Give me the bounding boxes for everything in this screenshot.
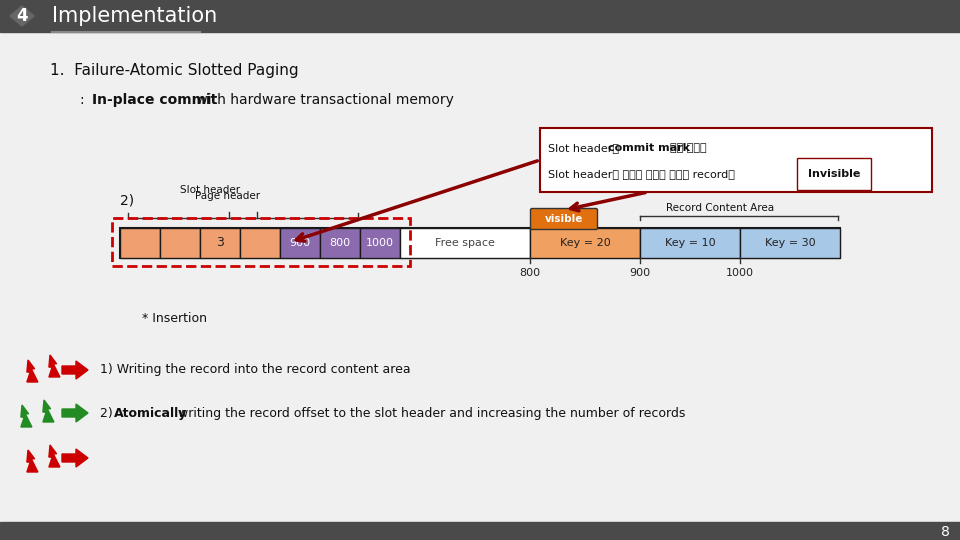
Text: Key = 30: Key = 30 xyxy=(765,238,815,248)
Text: Slot header가: Slot header가 xyxy=(548,143,622,153)
FancyBboxPatch shape xyxy=(531,208,597,230)
Bar xyxy=(240,228,280,258)
Bar xyxy=(400,228,530,258)
Bar xyxy=(540,128,932,192)
Polygon shape xyxy=(62,449,88,467)
Bar xyxy=(0,522,960,540)
Text: Slot header: Slot header xyxy=(180,185,240,195)
Text: Page header: Page header xyxy=(196,191,260,201)
Text: 3: 3 xyxy=(216,237,224,249)
Bar xyxy=(530,228,640,258)
Bar xyxy=(740,228,840,258)
Bar xyxy=(200,228,240,258)
Text: :: : xyxy=(80,93,89,107)
Polygon shape xyxy=(27,360,37,382)
Text: In-place commit: In-place commit xyxy=(92,93,217,107)
Bar xyxy=(360,228,400,258)
Bar xyxy=(0,0,960,32)
Polygon shape xyxy=(62,361,88,379)
Text: * Insertion: * Insertion xyxy=(142,312,207,325)
Bar xyxy=(120,228,160,258)
Text: Record Content Area: Record Content Area xyxy=(666,203,774,213)
Text: 900: 900 xyxy=(630,268,651,278)
Text: Invisible: Invisible xyxy=(808,169,860,179)
Text: commit mark: commit mark xyxy=(608,143,690,153)
Text: Atomically: Atomically xyxy=(114,407,187,420)
Text: Slot header에 쓰이지 않았기 때문에 record는: Slot header에 쓰이지 않았기 때문에 record는 xyxy=(548,169,738,179)
Polygon shape xyxy=(43,400,54,422)
Bar xyxy=(112,218,410,266)
Polygon shape xyxy=(62,404,88,422)
Bar xyxy=(280,228,320,258)
Text: 800: 800 xyxy=(519,268,540,278)
Text: 2): 2) xyxy=(100,407,117,420)
Bar xyxy=(640,228,740,258)
Text: 2): 2) xyxy=(120,193,134,207)
Text: Implementation: Implementation xyxy=(52,6,217,26)
Text: writing the record offset to the slot header and increasing the number of record: writing the record offset to the slot he… xyxy=(174,407,685,420)
Text: Free space: Free space xyxy=(435,238,495,248)
Text: 8: 8 xyxy=(941,525,950,539)
Text: 1.  Failure-Atomic Slotted Paging: 1. Failure-Atomic Slotted Paging xyxy=(50,63,299,78)
Text: 1000: 1000 xyxy=(726,268,754,278)
Text: 1000: 1000 xyxy=(366,238,394,248)
Text: with hardware transactional memory: with hardware transactional memory xyxy=(192,93,454,107)
Bar xyxy=(320,228,360,258)
Polygon shape xyxy=(10,6,34,26)
Polygon shape xyxy=(49,355,60,377)
Text: Key = 20: Key = 20 xyxy=(560,238,611,248)
Text: visible: visible xyxy=(545,214,583,224)
Text: 900: 900 xyxy=(289,238,311,248)
Bar xyxy=(120,228,840,258)
Polygon shape xyxy=(27,450,37,472)
Text: Key = 10: Key = 10 xyxy=(664,238,715,248)
Polygon shape xyxy=(49,445,60,467)
Text: 800: 800 xyxy=(329,238,350,248)
Text: 4: 4 xyxy=(16,7,28,25)
Polygon shape xyxy=(21,405,32,427)
Bar xyxy=(160,228,200,258)
Text: 1) Writing the record into the record content area: 1) Writing the record into the record co… xyxy=(100,363,411,376)
Text: 처럼 사용됨: 처럼 사용됨 xyxy=(670,143,707,153)
